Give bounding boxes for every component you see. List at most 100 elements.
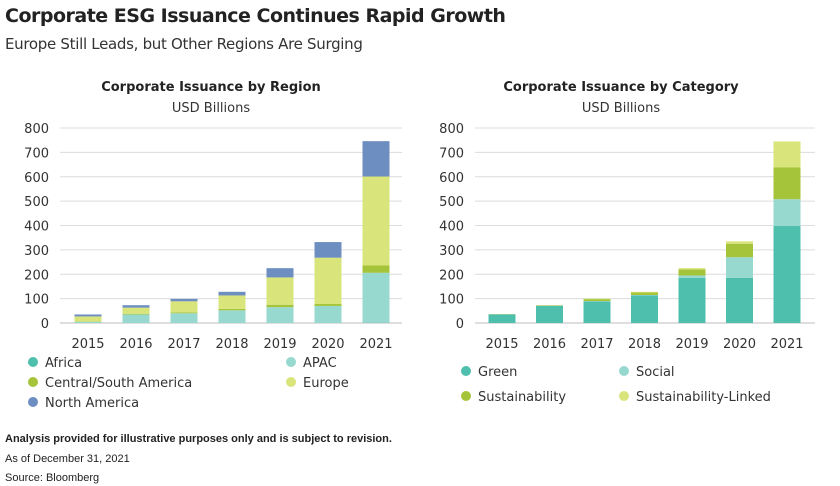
bar-segment-1: [773, 167, 801, 200]
y-tick-label-1: 300: [439, 244, 464, 259]
chart-title-1: Corporate Issuance by Category: [503, 80, 739, 95]
page-title: Corporate ESG Issuance Continues Rapid G…: [5, 5, 506, 27]
y-tick-label-1: 800: [439, 122, 464, 137]
legend-marker-0: [286, 377, 296, 387]
bar-segment-1: [678, 275, 706, 278]
y-tick-label-0: 800: [24, 122, 49, 137]
y-tick-label-0: 0: [41, 317, 49, 332]
bar-segment-1: [536, 305, 563, 323]
footer-disclaimer: Analysis provided for illustrative purpo…: [5, 433, 392, 445]
x-tick-label-1: 2021: [770, 337, 803, 352]
x-tick-label-0: 2021: [359, 337, 392, 352]
bar-segment-1: [726, 243, 753, 258]
footer-as-of: As of December 31, 2021: [5, 453, 130, 465]
bar-segment-1: [773, 141, 801, 168]
y-tick-label-1: 600: [439, 171, 464, 186]
legend-label-1: Sustainability-Linked: [636, 390, 771, 405]
y-tick-label-0: 100: [24, 293, 49, 308]
bar-segment-0: [314, 257, 342, 304]
bar-segment-1: [631, 292, 658, 295]
legend-label-0: North America: [45, 396, 139, 411]
bar-segment-0: [122, 313, 150, 315]
legend-marker-0: [286, 357, 296, 367]
y-tick-label-0: 600: [24, 171, 49, 186]
bar-segment-0: [266, 268, 294, 278]
legend-marker-0: [28, 357, 38, 367]
bar-segment-0: [362, 272, 390, 323]
legend-label-1: Green: [478, 365, 517, 380]
bar-segment-0: [266, 307, 294, 323]
bar-segment-0: [314, 242, 342, 258]
bar-segment-1: [726, 277, 753, 323]
bar-segment-0: [170, 312, 198, 314]
bar-segment-0: [74, 321, 102, 323]
legend-label-0: Africa: [45, 356, 82, 371]
y-tick-label-1: 100: [439, 293, 464, 308]
x-tick-label-0: 2019: [263, 337, 296, 352]
bar-segment-0: [218, 308, 246, 311]
bar-segment-0: [122, 307, 150, 314]
bar-segment-0: [314, 303, 342, 306]
bar-segment-1: [583, 301, 611, 323]
bar-segment-0: [74, 314, 102, 317]
x-tick-label-1: 2019: [675, 337, 708, 352]
y-tick-label-0: 300: [24, 244, 49, 259]
y-tick-label-0: 700: [24, 146, 49, 161]
x-tick-label-1: 2016: [533, 337, 566, 352]
legend-marker-1: [619, 366, 629, 376]
legend-marker-1: [619, 391, 629, 401]
bar-segment-1: [773, 199, 801, 226]
chart-subtitle-1: USD Billions: [582, 101, 660, 116]
bar-segment-0: [218, 291, 246, 296]
legend-marker-0: [28, 397, 38, 407]
legend-label-0: Central/South America: [45, 376, 192, 391]
y-tick-label-0: 500: [24, 195, 49, 210]
bar-segment-0: [218, 295, 246, 309]
bar-segment-1: [726, 241, 753, 244]
y-tick-label-1: 0: [456, 317, 464, 332]
bar-segment-1: [678, 269, 706, 276]
page-subtitle: Europe Still Leads, but Other Regions Ar…: [5, 35, 363, 53]
bar-segment-0: [74, 316, 102, 322]
bar-segment-0: [122, 314, 150, 323]
bar-segment-1: [773, 225, 801, 323]
y-tick-label-1: 700: [439, 146, 464, 161]
legend-label-1: Sustainability: [478, 390, 566, 405]
x-tick-label-0: 2018: [215, 337, 248, 352]
bar-segment-0: [362, 176, 390, 266]
chart-title-0: Corporate Issuance by Region: [101, 80, 321, 95]
bar-segment-0: [314, 305, 342, 323]
legend-label-1: Social: [636, 365, 675, 380]
chart-subtitle-0: USD Billions: [172, 101, 250, 116]
y-tick-label-1: 200: [439, 268, 464, 283]
bar-segment-1: [631, 295, 658, 323]
y-tick-label-0: 400: [24, 220, 49, 235]
legend-label-0: Europe: [303, 376, 349, 391]
x-tick-label-0: 2017: [167, 337, 200, 352]
bar-segment-0: [122, 305, 150, 308]
legend-marker-0: [28, 377, 38, 387]
bar-segment-1: [631, 291, 658, 293]
bar-segment-1: [678, 277, 706, 323]
bar-segment-0: [170, 298, 198, 302]
bar-segment-0: [170, 301, 198, 313]
y-tick-label-1: 400: [439, 220, 464, 235]
legend-marker-1: [461, 391, 471, 401]
legend-label-0: APAC: [303, 356, 337, 371]
bar-segment-0: [362, 265, 390, 273]
bar-segment-0: [266, 304, 294, 308]
x-tick-label-0: 2020: [311, 337, 344, 352]
x-tick-label-1: 2018: [628, 337, 661, 352]
bar-segment-0: [362, 141, 390, 177]
bar-segment-1: [726, 257, 753, 278]
legend-marker-1: [461, 366, 471, 376]
bar-segment-1: [678, 268, 706, 270]
x-tick-label-1: 2015: [485, 337, 518, 352]
x-tick-label-1: 2017: [580, 337, 613, 352]
y-tick-label-1: 500: [439, 195, 464, 210]
x-tick-label-0: 2015: [71, 337, 104, 352]
bar-segment-1: [583, 299, 611, 302]
x-tick-label-0: 2016: [119, 337, 152, 352]
footer-source: Source: Bloomberg: [5, 472, 100, 484]
